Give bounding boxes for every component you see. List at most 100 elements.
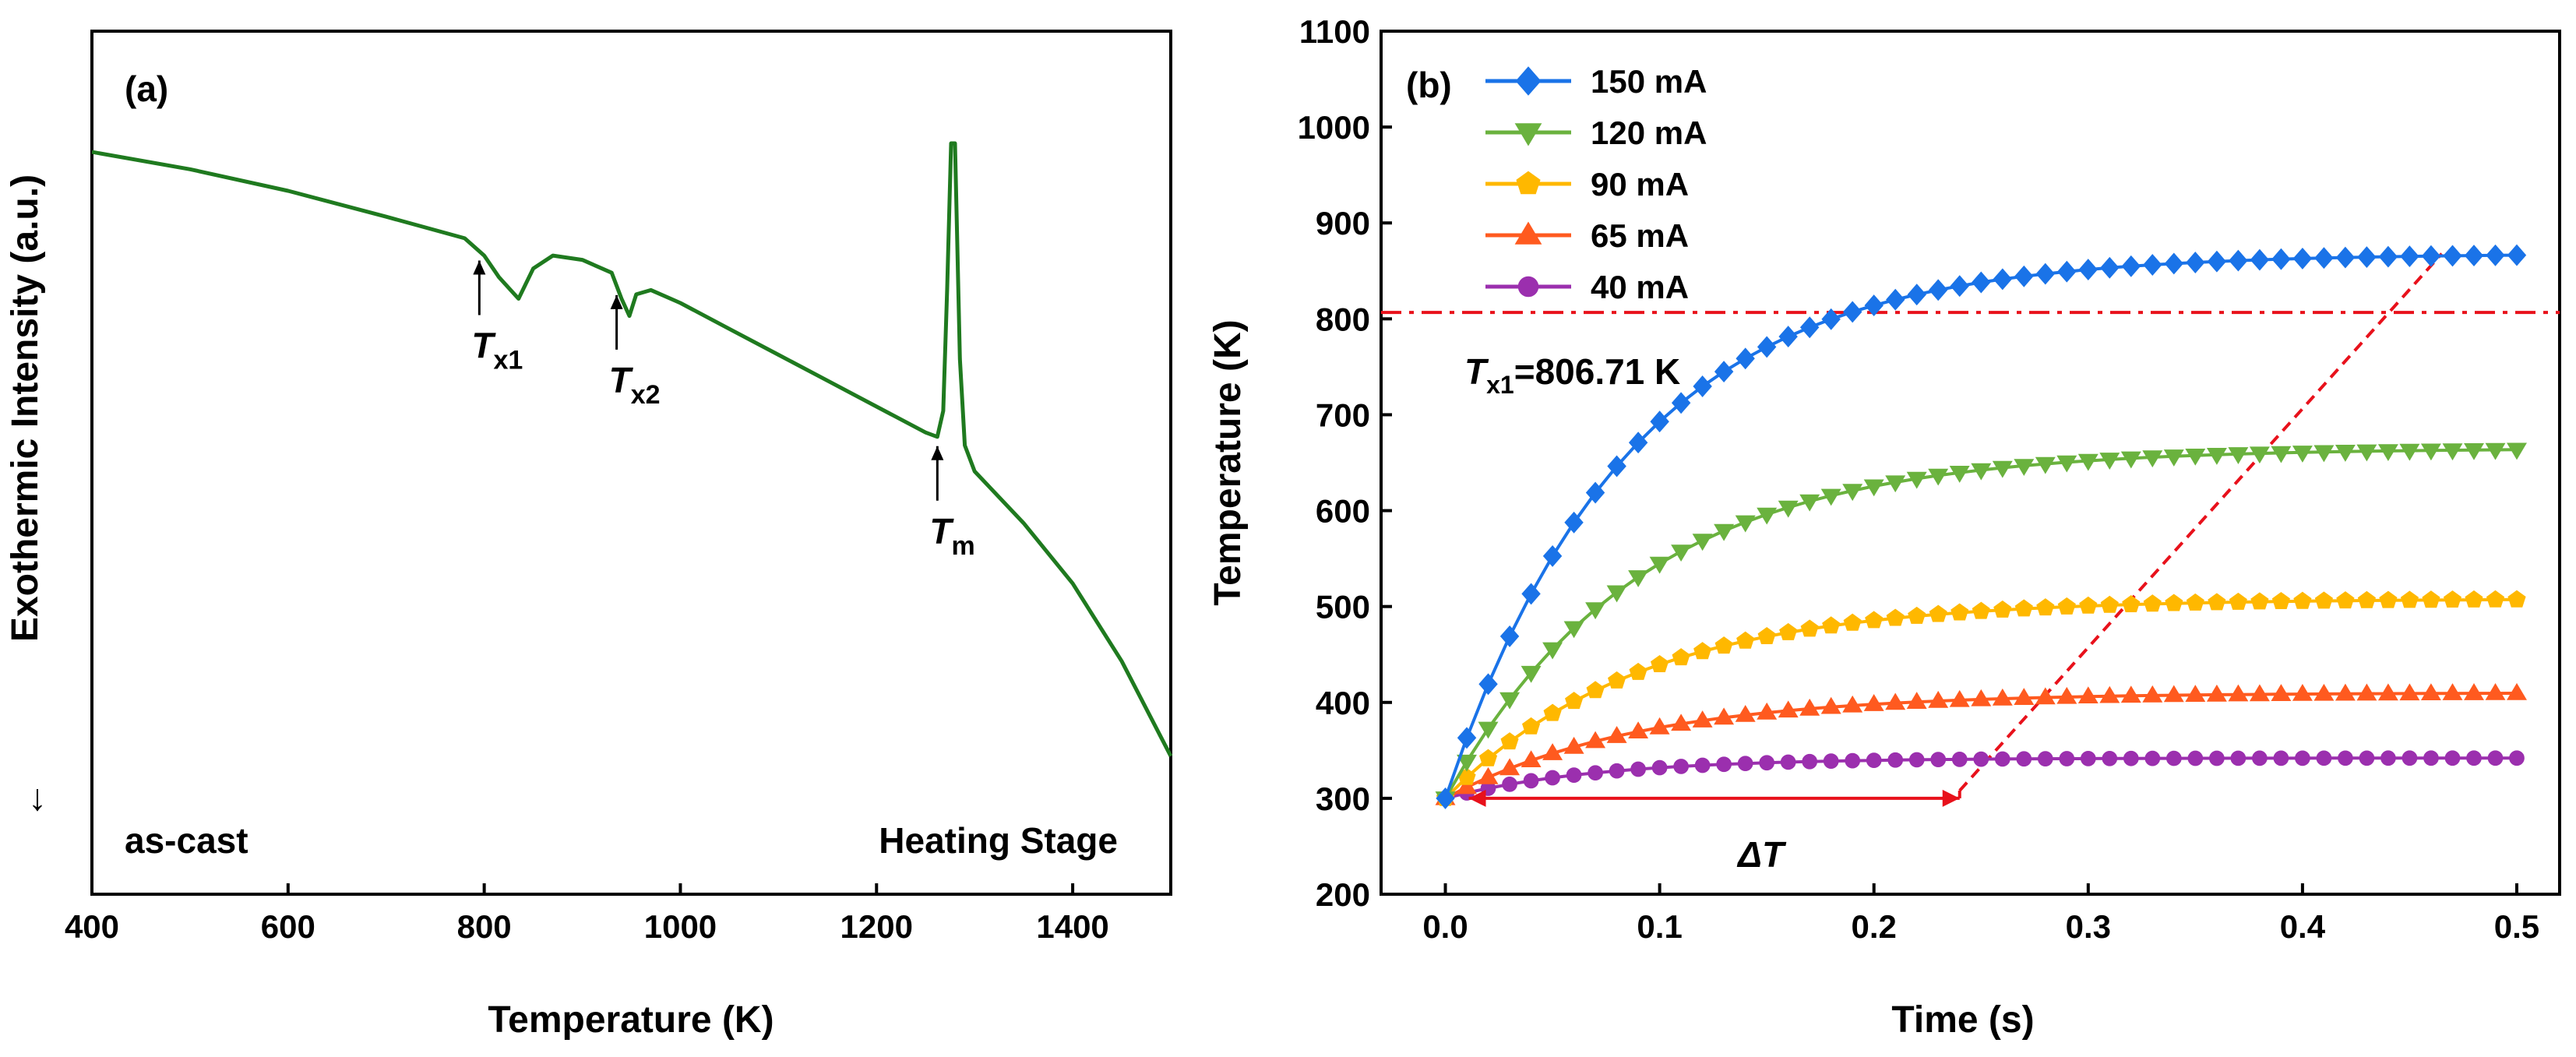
delta-t-arrow: [1468, 789, 1961, 807]
data-point: [1951, 603, 1969, 621]
panel-b-y-ticks: 200 300 400 500 600 700 800 900 1000 1100: [1298, 13, 1392, 913]
data-point: [2507, 442, 2527, 460]
data-point: [1735, 705, 1756, 722]
data-point: [1545, 770, 1560, 786]
data-point: [2206, 684, 2227, 702]
data-point: [2165, 594, 2183, 611]
legend-marker: [1514, 221, 1542, 245]
legend-label: 40 mA: [1591, 269, 1689, 305]
data-point: [2485, 683, 2506, 700]
data-point: [1820, 696, 1841, 714]
data-point: [1822, 616, 1841, 634]
annotation-label: Tm: [929, 511, 974, 561]
data-point: [1628, 721, 1649, 738]
data-point: [1757, 507, 1778, 525]
data-point: [2252, 750, 2268, 766]
data-point: [1928, 468, 1949, 486]
data-point: [1908, 752, 1925, 768]
data-point: [2357, 590, 2376, 608]
panel-b-frame: [1380, 30, 2561, 896]
data-point: [1694, 757, 1711, 773]
data-point: [1778, 500, 1799, 518]
data-point: [1564, 511, 1584, 534]
data-point: [1992, 688, 2013, 706]
annotation-label-main: T: [609, 360, 634, 400]
data-point: [2228, 447, 2249, 464]
series-line: [1443, 448, 2518, 799]
data-point: [1585, 731, 1606, 749]
data-point: [2378, 245, 2398, 268]
data-point: [1608, 671, 1626, 689]
transition-marker-x2: Tx2: [609, 294, 661, 410]
data-point: [2164, 252, 2184, 275]
panel-a-x-tick-label: 400: [65, 908, 119, 945]
data-point: [1757, 702, 1778, 720]
data-point: [1863, 694, 1884, 711]
data-point: [1737, 756, 1753, 772]
series-line: [1443, 253, 2518, 799]
data-point: [2057, 597, 2076, 615]
data-point: [2292, 446, 2313, 463]
data-point: [2056, 686, 2077, 704]
data-point: [1714, 707, 1735, 725]
data-point: [2230, 750, 2247, 766]
data-point: [1949, 466, 1970, 483]
annotation-label-main: T: [471, 326, 496, 366]
data-point: [1716, 756, 1732, 773]
data-point: [2335, 445, 2356, 462]
panel-b-x-tick-label: 0.5: [2494, 908, 2539, 945]
data-point: [1628, 432, 1648, 454]
data-point: [2271, 248, 2291, 270]
panel-a-x-ticks: 400 600 800 1000 1200 1400: [65, 883, 1109, 945]
data-point: [2335, 683, 2356, 701]
data-point: [1478, 766, 1499, 784]
data-point: [1759, 755, 1775, 771]
data-point: [2443, 245, 2462, 267]
legend-label: 120 mA: [1591, 115, 1707, 151]
data-point: [1799, 698, 1820, 716]
data-point: [1543, 703, 1562, 721]
data-point: [2057, 260, 2077, 283]
data-point: [2292, 247, 2313, 270]
data-point: [2335, 246, 2356, 269]
panel-a-x-axis-label: Temperature (K): [488, 999, 774, 1041]
data-point: [2336, 591, 2355, 609]
annotation-as-cast: as-cast: [125, 820, 248, 861]
data-point: [1714, 361, 1734, 383]
panel-b-label: (b): [1406, 65, 1452, 105]
data-point: [2487, 750, 2504, 766]
data-point: [2313, 683, 2335, 701]
data-point: [1757, 626, 1776, 644]
data-point: [1736, 631, 1755, 649]
data-point: [1821, 308, 1841, 330]
data-point: [1951, 752, 1968, 767]
data-point: [1649, 556, 1670, 574]
data-point: [1864, 294, 1884, 317]
data-point: [1949, 689, 1970, 707]
data-point: [2143, 594, 2162, 612]
data-point: [1823, 753, 1839, 769]
data-point: [2443, 590, 2461, 608]
data-point: [1993, 600, 2012, 618]
data-point: [2209, 750, 2225, 766]
data-point: [2059, 751, 2075, 766]
legend-label: 90 mA: [1591, 166, 1689, 203]
data-point: [2509, 750, 2525, 766]
data-point: [2357, 246, 2377, 269]
data-point: [2507, 244, 2527, 266]
panel-b-y-tick-label: 500: [1316, 589, 1370, 625]
data-point: [1651, 759, 1668, 776]
data-point: [2163, 685, 2184, 703]
data-point: [1778, 700, 1799, 718]
data-point: [1993, 268, 2012, 291]
data-point: [1457, 777, 1477, 795]
data-point: [1542, 743, 1563, 760]
data-point: [2400, 245, 2419, 268]
data-point: [2037, 751, 2053, 766]
threshold-label-main: T: [1464, 351, 1489, 392]
panel-a-x-tick-label: 1000: [644, 908, 717, 945]
data-point: [1650, 410, 1669, 433]
panel-b-x-tick-label: 0.2: [1852, 908, 1897, 945]
data-point: [2100, 256, 2120, 279]
